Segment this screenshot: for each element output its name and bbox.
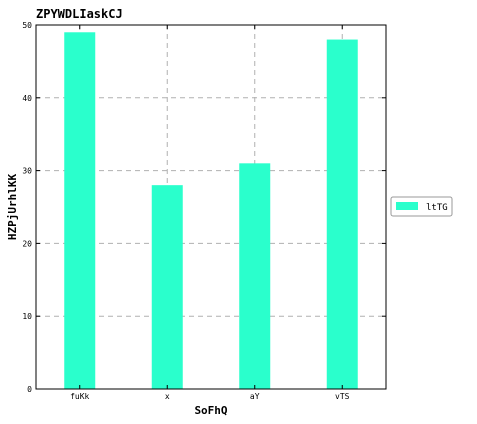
chart-title: ZPYWDLIaskCJ	[36, 7, 123, 21]
x-tick-label: fuKk	[70, 392, 89, 401]
bar	[64, 32, 96, 389]
legend-box	[390, 196, 453, 217]
y-tick-label: 20	[22, 239, 32, 248]
bar	[326, 39, 358, 390]
legend-label: ltTG	[426, 203, 448, 213]
y-axis-label: HZPjUrhlKK	[6, 174, 19, 241]
y-tick-label: 30	[22, 167, 32, 176]
bar	[151, 185, 183, 389]
x-tick-label: aY	[250, 392, 260, 401]
x-tick-label: vTS	[335, 392, 350, 401]
x-axis-label: SoFhQ	[194, 404, 227, 417]
legend: ltTG	[390, 196, 453, 217]
x-axis-ticks: fuKk x aY vTS	[70, 25, 350, 401]
x-tick-label: x	[165, 392, 170, 401]
y-tick-label: 50	[22, 21, 32, 30]
y-tick-label: 40	[22, 94, 32, 103]
legend-swatch	[396, 202, 418, 210]
y-tick-label: 0	[27, 385, 32, 394]
y-tick-label: 10	[22, 312, 32, 321]
bars	[64, 32, 358, 390]
bar	[239, 163, 271, 389]
plot-frame	[35, 24, 387, 390]
y-axis-ticks: 0 10 20 30 40 50	[22, 21, 386, 394]
